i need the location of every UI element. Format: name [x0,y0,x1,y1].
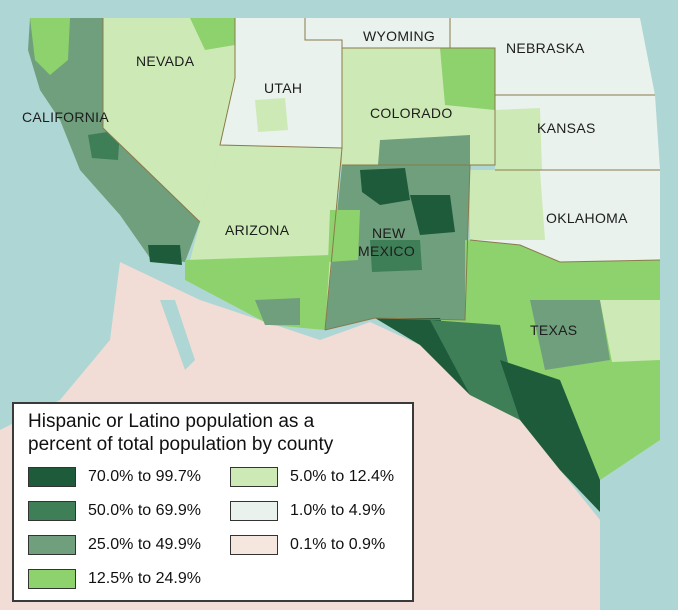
county-patch [30,18,70,75]
legend-item: 0.1% to 0.9% [230,532,385,558]
county-patch [370,240,422,272]
legend-swatch [28,467,76,487]
county-patch [88,130,120,160]
legend-title-line: Hispanic or Latino population as a [28,411,315,432]
legend-item: 5.0% to 12.4% [230,464,394,490]
county-patch [440,48,495,110]
gulf-of-california [160,300,195,370]
state-label: MEXICO [358,243,415,259]
state-label: NEBRASKA [506,40,585,56]
county-patch [360,168,410,205]
legend-label: 5.0% to 12.4% [290,468,395,485]
county-patch [530,300,610,370]
state-nevada [103,18,235,222]
state-label: COLORADO [370,105,453,121]
legend-swatch [230,535,278,555]
state-borders [102,18,661,331]
legend-item: 25.0% to 49.9% [28,532,201,558]
county-patch [600,300,660,362]
county-patch [378,135,470,165]
county-patch [495,108,542,170]
county-patch [255,298,300,325]
legend-label: 70.0% to 99.7% [88,468,201,485]
state-label: WYOMING [363,28,435,44]
legend-item: 70.0% to 99.7% [28,464,201,490]
state-wyoming [305,18,450,48]
county-patch [430,320,520,420]
county-patch [148,245,182,265]
legend-label: 50.0% to 69.9% [88,502,201,519]
state-label: KANSAS [537,120,596,136]
state-label: TEXAS [530,322,577,338]
state-nebraska [450,18,655,95]
state-label: NEVADA [136,53,195,69]
legend-item: 1.0% to 4.9% [230,498,385,524]
legend-label: 12.5% to 24.9% [88,570,201,587]
state-label: NEW [372,225,406,241]
legend-title: Hispanic or Latino population as a perce… [28,410,402,456]
map-legend: Hispanic or Latino population as a perce… [12,402,414,602]
gulf-of-mexico [600,440,678,610]
legend-title-line: percent of total population by county [28,434,334,455]
legend-swatch [230,467,278,487]
county-patch [470,170,545,240]
legend-label: 1.0% to 4.9% [290,502,386,519]
county-patch [190,18,235,50]
state-labels: NEVADA WYOMING NEBRASKA UTAH CALIFORNIA … [22,28,628,338]
legend-swatch [28,569,76,589]
state-label: ARIZONA [225,222,290,238]
legend-swatch [28,535,76,555]
legend-item: 50.0% to 69.9% [28,498,201,524]
legend-swatch [28,501,76,521]
legend-label: 25.0% to 49.9% [88,536,201,553]
state-utah [220,18,342,148]
state-label: CALIFORNIA [22,109,109,125]
county-patch [500,360,600,512]
legend-label: 0.1% to 0.9% [290,536,386,553]
county-patch [255,98,288,132]
legend-swatch [230,501,278,521]
legend-items: 70.0% to 99.7% 50.0% to 69.9% 25.0% to 4… [28,464,402,594]
county-patch [410,195,455,235]
county-patch [328,210,360,262]
state-label: OKLAHOMA [546,210,628,226]
state-label: UTAH [264,80,302,96]
legend-item: 12.5% to 24.9% [28,566,201,592]
